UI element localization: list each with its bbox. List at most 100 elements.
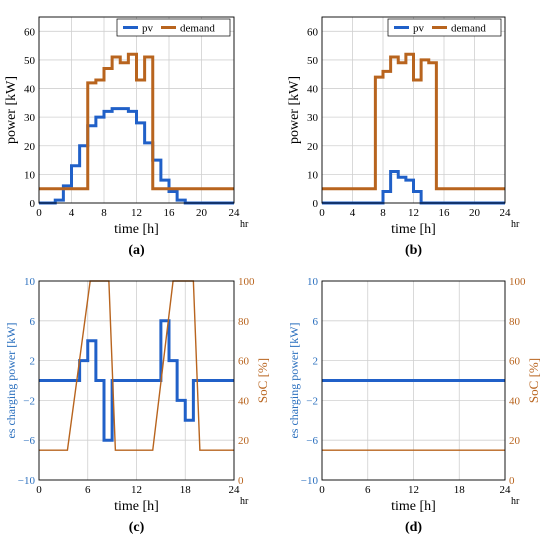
y2-tick-label: 20 <box>238 435 250 447</box>
y-axis-label: power [kW] <box>4 76 19 144</box>
legend-entry: demand <box>180 23 215 35</box>
plot-frame <box>321 280 506 481</box>
plot-frame <box>321 16 506 204</box>
plot-frame <box>38 16 235 204</box>
x-tick-label: 0 <box>319 484 325 496</box>
x-tick-label: 12 <box>131 207 142 219</box>
y2-axis-label: SoC [%] <box>255 358 270 403</box>
x-unit-label: hr <box>240 219 249 230</box>
y-tick-label: 10 <box>24 276 36 288</box>
x-axis-label: time [h] <box>391 499 436 514</box>
y-axis-label: es charging power [kW] <box>287 322 301 438</box>
chart-panel-a: 0 4 8 12 16 20 24 0 10 20 30 40 50 60 hr time [h] power … <box>4 16 249 258</box>
y-tick-label: 2 <box>30 356 36 368</box>
panel-label: (a) <box>128 243 145 258</box>
x-unit-label: hr <box>511 219 520 230</box>
panel-label: (d) <box>405 520 422 535</box>
x-tick-label: 24 <box>229 207 241 219</box>
y2-tick-label: 40 <box>509 395 521 407</box>
legend: pv demand <box>387 18 502 37</box>
y-tick-label: −2 <box>23 395 35 407</box>
y-tick-label: 20 <box>307 141 319 153</box>
y-tick-label: 10 <box>307 169 319 181</box>
x-tick-label: 24 <box>500 207 512 219</box>
y2-tick-label: 20 <box>509 435 521 447</box>
y-tick-label: 60 <box>24 26 36 38</box>
x-tick-label: 12 <box>408 484 419 496</box>
x-tick-label: 12 <box>131 484 142 496</box>
x-tick-label: 8 <box>380 207 386 219</box>
x-tick-label: 16 <box>164 207 176 219</box>
y-tick-label: −2 <box>306 395 318 407</box>
series-line-demand <box>39 52 234 191</box>
legend-entry: pv <box>142 23 154 35</box>
x-tick-label: 20 <box>469 207 481 219</box>
x-tick-label: 0 <box>319 207 325 219</box>
y-tick-label: 20 <box>24 141 36 153</box>
x-tick-label: 16 <box>439 207 451 219</box>
y2-tick-label: 100 <box>509 276 526 288</box>
y2-axis-label: SoC [%] <box>526 358 541 403</box>
x-unit-label: hr <box>240 496 249 507</box>
y-tick-label: 0 <box>30 198 36 210</box>
x-tick-label: 4 <box>350 207 356 219</box>
y-tick-label: 30 <box>307 112 319 124</box>
y-tick-label: 50 <box>24 55 36 67</box>
y2-tick-label: 60 <box>509 356 521 368</box>
x-tick-label: 0 <box>36 484 42 496</box>
y-axis-label: power [kW] <box>287 76 302 144</box>
x-tick-label: 6 <box>85 484 91 496</box>
y2-tick-label: 100 <box>238 276 255 288</box>
series-line-SoC <box>39 280 234 451</box>
y-tick-label: 30 <box>24 112 36 124</box>
y-tick-label: −6 <box>23 435 35 447</box>
y2-tick-label: 0 <box>509 475 515 487</box>
series-line-demand <box>322 52 505 191</box>
series-line-pv <box>39 107 234 205</box>
y-tick-label: 10 <box>24 169 36 181</box>
panel-label: (c) <box>129 520 145 535</box>
y-tick-label: 50 <box>307 55 319 67</box>
y-tick-label: 2 <box>313 356 319 368</box>
y-tick-label: −10 <box>301 475 319 487</box>
panel-label: (b) <box>405 243 422 258</box>
x-tick-label: 18 <box>454 484 466 496</box>
y-tick-label: 60 <box>307 26 319 38</box>
y2-tick-label: 80 <box>238 316 250 328</box>
y2-tick-label: 40 <box>238 395 250 407</box>
y-tick-label: 0 <box>313 198 319 210</box>
series-line-es-charging-power <box>39 319 234 442</box>
x-tick-label: 18 <box>180 484 192 496</box>
x-tick-label: 8 <box>101 207 107 219</box>
x-axis-label: time [h] <box>391 222 436 237</box>
y-axis-label: es charging power [kW] <box>4 322 18 438</box>
x-tick-label: 12 <box>408 207 419 219</box>
x-tick-label: 0 <box>36 207 42 219</box>
y-tick-label: 10 <box>307 276 319 288</box>
legend-entry: pv <box>413 23 425 35</box>
y-tick-label: 6 <box>30 316 36 328</box>
y2-tick-label: 0 <box>238 475 244 487</box>
series-line-pv <box>322 170 505 205</box>
y2-tick-label: 80 <box>509 316 521 328</box>
chart-panel-b: 0 4 8 12 16 20 24 0 10 20 30 40 50 60 hr time [h] power … <box>287 16 520 258</box>
y-tick-label: 6 <box>313 316 319 328</box>
x-tick-label: 20 <box>196 207 208 219</box>
x-tick-label: 24 <box>229 484 241 496</box>
x-tick-label: 6 <box>365 484 371 496</box>
legend: pv demand <box>116 18 231 37</box>
x-tick-label: 24 <box>500 484 512 496</box>
x-unit-label: hr <box>511 496 520 507</box>
y-tick-label: 40 <box>24 84 36 96</box>
x-axis-label: time [h] <box>114 222 159 237</box>
y-tick-label: −10 <box>18 475 36 487</box>
x-axis-label: time [h] <box>114 499 159 514</box>
y-tick-label: 40 <box>307 84 319 96</box>
y-tick-label: −6 <box>306 435 318 447</box>
y2-tick-label: 60 <box>238 356 250 368</box>
plot-frame <box>38 280 235 481</box>
x-tick-label: 4 <box>69 207 75 219</box>
